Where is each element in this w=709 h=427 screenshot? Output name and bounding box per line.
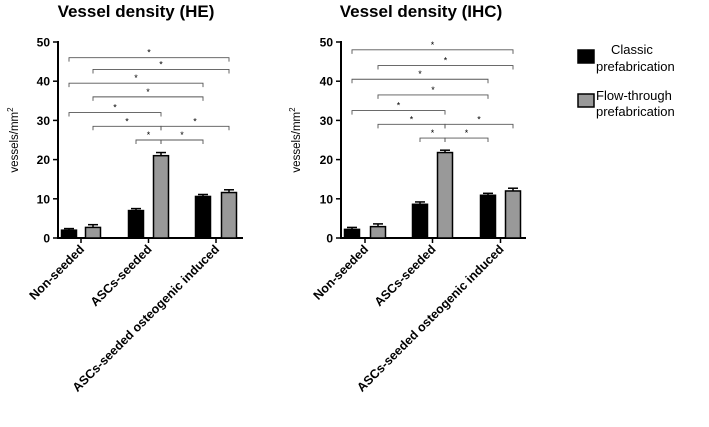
y-tick-label: 10: [320, 192, 334, 206]
significance-bracket: [377, 94, 489, 99]
significance-star: *: [410, 114, 414, 124]
y-tick-label: 0: [43, 232, 50, 246]
significance-star: *: [444, 56, 448, 66]
significance-bracket: [160, 139, 204, 144]
significance-star: *: [418, 69, 422, 79]
y-tick-label: 10: [37, 192, 51, 206]
y-tick-label: 30: [320, 114, 334, 128]
significance-bracket: [351, 49, 514, 54]
x-category-label: ASCs-seeded: [372, 242, 439, 309]
y-tick-label: 50: [37, 36, 51, 50]
significance-star: *: [431, 128, 435, 138]
significance-star: *: [431, 85, 435, 95]
y-tick-label: 0: [326, 232, 333, 246]
legend-label-classic-line2: prefabrication: [596, 59, 675, 74]
significance-bracket: [444, 137, 489, 143]
significance-star: *: [193, 116, 197, 126]
significance-star: *: [134, 73, 138, 83]
bar: [369, 225, 387, 239]
x-category-label: Non-seeded: [27, 242, 87, 302]
legend: Classic prefabrication Flow-through pref…: [577, 42, 675, 119]
y-axis-label: vessels/mm2: [288, 107, 303, 173]
significance-star: *: [397, 101, 401, 111]
y-tick-label: 20: [37, 153, 51, 167]
y-tick-label: 20: [320, 153, 334, 167]
y-tick-label: 30: [37, 114, 51, 128]
bar: [411, 203, 429, 239]
y-axis-label-superscript: 2: [288, 107, 297, 112]
significance-star: *: [146, 87, 150, 97]
significance-star: *: [147, 130, 151, 140]
significance-bracket: [351, 110, 446, 115]
legend-swatch-flow-through: [577, 93, 595, 108]
bar: [343, 228, 361, 239]
significance-bracket: [377, 123, 446, 129]
significance-star: *: [465, 128, 469, 138]
significance-bracket: [419, 137, 446, 143]
chart-title: Vessel density (HE): [58, 2, 215, 21]
significance-star: *: [180, 130, 184, 140]
significance-star: *: [159, 59, 163, 69]
bar: [127, 209, 145, 239]
y-tick-label: 50: [320, 36, 334, 50]
bar: [194, 195, 212, 239]
legend-swatch-classic: [577, 49, 595, 64]
y-axis-label: vessels/mm2: [6, 107, 21, 173]
x-category-label: ASCs-seeded osteogenic induced: [354, 242, 506, 394]
significance-bracket: [68, 112, 162, 117]
chart-title: Vessel density (IHC): [340, 2, 503, 21]
y-axis-label-superscript: 2: [6, 107, 15, 112]
x-category-label: Non-seeded: [311, 242, 371, 302]
significance-bracket: [92, 68, 230, 74]
x-category-label: ASCs-seeded osteogenic induced: [70, 242, 222, 394]
significance-bracket: [160, 125, 230, 131]
significance-bracket: [68, 57, 230, 62]
chart-panel-he: Vessel density (HE)vessels/mm20102030405…: [6, 2, 243, 395]
significance-bracket: [444, 123, 514, 129]
significance-star: *: [113, 103, 117, 113]
significance-bracket: [92, 96, 204, 101]
significance-star: *: [477, 114, 481, 124]
bar: [84, 226, 102, 239]
significance-bracket: [351, 78, 489, 84]
significance-bracket: [68, 82, 204, 88]
bar: [60, 229, 78, 239]
x-category-label: ASCs-seeded: [88, 242, 155, 309]
bar: [436, 151, 454, 239]
significance-star: *: [147, 48, 151, 58]
legend-label-flow-through-line2: prefabrication: [596, 104, 675, 119]
significance-bracket: [92, 125, 162, 131]
bar: [504, 190, 522, 239]
bar: [152, 154, 170, 239]
y-tick-label: 40: [37, 75, 51, 89]
significance-star: *: [431, 40, 435, 50]
significance-star: *: [125, 116, 129, 126]
legend-label-classic-line1: Classic: [611, 42, 653, 57]
significance-bracket: [135, 139, 162, 144]
significance-bracket: [377, 65, 514, 70]
y-axis-label-text: vessels/mm: [291, 112, 303, 173]
bar: [220, 191, 238, 239]
y-tick-label: 40: [320, 75, 334, 89]
chart-panel-ihc: Vessel density (IHC)vessels/mm2010203040…: [288, 2, 526, 395]
y-axis-label-text: vessels/mm: [9, 112, 21, 173]
bar: [479, 194, 497, 239]
legend-label-flow-through-line1: Flow-through: [596, 88, 672, 103]
